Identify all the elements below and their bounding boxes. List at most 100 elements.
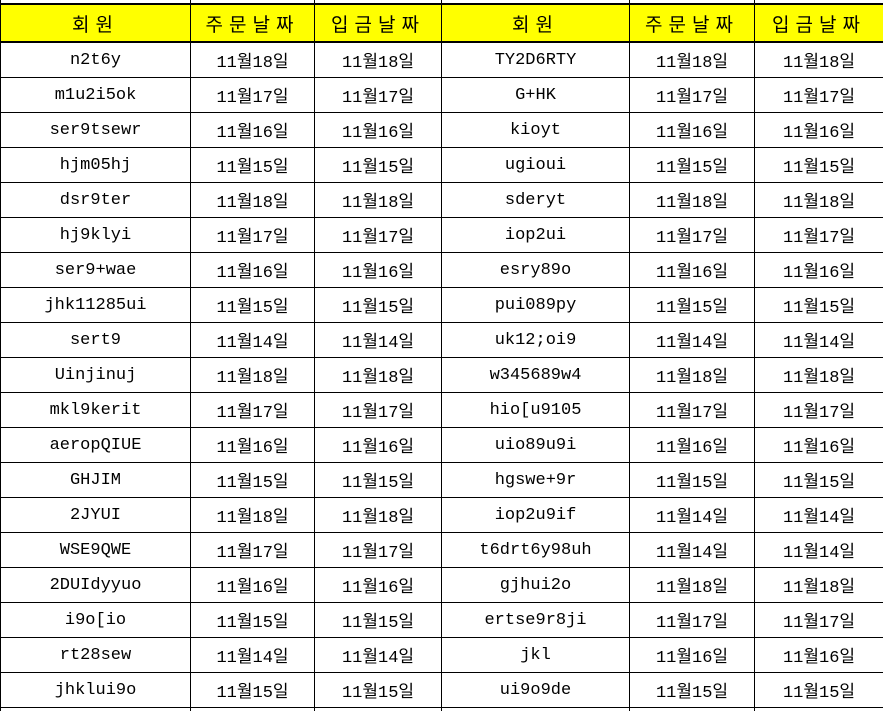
header-cell-member-right[interactable]: 회원 bbox=[441, 3, 630, 43]
order-date-cell[interactable]: 11월14일 bbox=[629, 497, 755, 533]
order-date-cell[interactable]: 11월18일 bbox=[190, 182, 315, 218]
order-date-cell[interactable]: 11월18일 bbox=[629, 41, 755, 78]
order-date-cell[interactable]: 11월16일 bbox=[629, 427, 755, 463]
member-cell[interactable]: m1u2i5ok bbox=[0, 77, 191, 113]
deposit-date-cell[interactable]: 11월16일 bbox=[754, 427, 883, 463]
deposit-date-cell[interactable]: 11월18일 bbox=[314, 497, 442, 533]
member-cell[interactable]: esry89o bbox=[441, 252, 630, 288]
order-date-cell[interactable]: 11월18일 bbox=[190, 497, 315, 533]
order-date-cell[interactable]: 11월16일 bbox=[629, 112, 755, 148]
deposit-date-cell[interactable]: 11월18일 bbox=[314, 357, 442, 393]
order-date-cell[interactable]: 11월18일 bbox=[629, 182, 755, 218]
order-date-cell[interactable]: 11월18일 bbox=[190, 357, 315, 393]
member-cell[interactable]: sert9 bbox=[0, 322, 191, 358]
order-date-cell[interactable]: 11월18일 bbox=[629, 357, 755, 393]
member-cell[interactable]: Uinjinuj bbox=[0, 357, 191, 393]
member-cell[interactable]: G+HK bbox=[441, 77, 630, 113]
clipped-cell[interactable] bbox=[0, 707, 191, 711]
order-date-cell[interactable]: 11월14일 bbox=[629, 532, 755, 568]
deposit-date-cell[interactable]: 11월17일 bbox=[314, 392, 442, 428]
order-date-cell[interactable]: 11월18일 bbox=[629, 567, 755, 603]
member-cell[interactable]: 2DUIdyyuo bbox=[0, 567, 191, 603]
member-cell[interactable]: iop2ui bbox=[441, 217, 630, 253]
order-date-cell[interactable]: 11월15일 bbox=[629, 147, 755, 183]
deposit-date-cell[interactable]: 11월15일 bbox=[754, 672, 883, 708]
deposit-date-cell[interactable]: 11월15일 bbox=[314, 602, 442, 638]
member-cell[interactable]: t6drt6y98uh bbox=[441, 532, 630, 568]
member-cell[interactable]: GHJIM bbox=[0, 462, 191, 498]
header-cell-deposit-left[interactable]: 입금날짜 bbox=[314, 3, 442, 43]
member-cell[interactable]: iop2u9if bbox=[441, 497, 630, 533]
order-date-cell[interactable]: 11월17일 bbox=[629, 77, 755, 113]
member-cell[interactable]: mkl9kerit bbox=[0, 392, 191, 428]
header-cell-order-left[interactable]: 주문날짜 bbox=[190, 3, 315, 43]
deposit-date-cell[interactable]: 11월14일 bbox=[754, 532, 883, 568]
deposit-date-cell[interactable]: 11월16일 bbox=[754, 637, 883, 673]
deposit-date-cell[interactable]: 11월15일 bbox=[754, 287, 883, 323]
member-cell[interactable]: ser9tsewr bbox=[0, 112, 191, 148]
order-date-cell[interactable]: 11월15일 bbox=[629, 672, 755, 708]
deposit-date-cell[interactable]: 11월16일 bbox=[754, 252, 883, 288]
deposit-date-cell[interactable]: 11월14일 bbox=[754, 497, 883, 533]
order-date-cell[interactable]: 11월17일 bbox=[190, 217, 315, 253]
deposit-date-cell[interactable]: 11월16일 bbox=[314, 567, 442, 603]
header-cell-member-left[interactable]: 회원 bbox=[0, 3, 191, 43]
order-date-cell[interactable]: 11월16일 bbox=[190, 112, 315, 148]
deposit-date-cell[interactable]: 11월15일 bbox=[754, 147, 883, 183]
deposit-date-cell[interactable]: 11월16일 bbox=[754, 112, 883, 148]
order-date-cell[interactable]: 11월16일 bbox=[190, 567, 315, 603]
clipped-cell[interactable] bbox=[754, 707, 883, 711]
member-cell[interactable]: gjhui2o bbox=[441, 567, 630, 603]
deposit-date-cell[interactable]: 11월15일 bbox=[314, 462, 442, 498]
order-date-cell[interactable]: 11월17일 bbox=[629, 602, 755, 638]
clipped-cell[interactable] bbox=[441, 707, 630, 711]
order-date-cell[interactable]: 11월15일 bbox=[190, 602, 315, 638]
deposit-date-cell[interactable]: 11월17일 bbox=[314, 532, 442, 568]
member-cell[interactable]: i9o[io bbox=[0, 602, 191, 638]
deposit-date-cell[interactable]: 11월15일 bbox=[754, 462, 883, 498]
member-cell[interactable]: ser9+wae bbox=[0, 252, 191, 288]
order-date-cell[interactable]: 11월16일 bbox=[190, 252, 315, 288]
deposit-date-cell[interactable]: 11월15일 bbox=[314, 672, 442, 708]
order-date-cell[interactable]: 11월17일 bbox=[190, 77, 315, 113]
member-cell[interactable]: hgswe+9r bbox=[441, 462, 630, 498]
order-date-cell[interactable]: 11월15일 bbox=[190, 672, 315, 708]
order-date-cell[interactable]: 11월17일 bbox=[629, 392, 755, 428]
deposit-date-cell[interactable]: 11월14일 bbox=[754, 322, 883, 358]
deposit-date-cell[interactable]: 11월18일 bbox=[754, 182, 883, 218]
member-cell[interactable]: w345689w4 bbox=[441, 357, 630, 393]
member-cell[interactable]: dsr9ter bbox=[0, 182, 191, 218]
order-date-cell[interactable]: 11월16일 bbox=[629, 637, 755, 673]
clipped-cell[interactable] bbox=[190, 707, 315, 711]
member-cell[interactable]: hj9klyi bbox=[0, 217, 191, 253]
deposit-date-cell[interactable]: 11월18일 bbox=[754, 567, 883, 603]
member-cell[interactable]: jhk11285ui bbox=[0, 287, 191, 323]
order-date-cell[interactable]: 11월15일 bbox=[190, 462, 315, 498]
order-date-cell[interactable]: 11월17일 bbox=[190, 532, 315, 568]
deposit-date-cell[interactable]: 11월17일 bbox=[314, 217, 442, 253]
order-date-cell[interactable]: 11월14일 bbox=[190, 322, 315, 358]
header-cell-deposit-right[interactable]: 입금날짜 bbox=[754, 3, 883, 43]
deposit-date-cell[interactable]: 11월14일 bbox=[314, 322, 442, 358]
member-cell[interactable]: rt28sew bbox=[0, 637, 191, 673]
member-cell[interactable]: ui9o9de bbox=[441, 672, 630, 708]
deposit-date-cell[interactable]: 11월16일 bbox=[314, 252, 442, 288]
order-date-cell[interactable]: 11월17일 bbox=[190, 392, 315, 428]
member-cell[interactable]: hjm05hj bbox=[0, 147, 191, 183]
deposit-date-cell[interactable]: 11월18일 bbox=[754, 41, 883, 78]
deposit-date-cell[interactable]: 11월18일 bbox=[754, 357, 883, 393]
order-date-cell[interactable]: 11월17일 bbox=[629, 217, 755, 253]
order-date-cell[interactable]: 11월15일 bbox=[629, 287, 755, 323]
clipped-cell[interactable] bbox=[629, 707, 755, 711]
member-cell[interactable]: sderyt bbox=[441, 182, 630, 218]
member-cell[interactable]: 2JYUI bbox=[0, 497, 191, 533]
member-cell[interactable]: n2t6y bbox=[0, 41, 191, 78]
member-cell[interactable]: jkl bbox=[441, 637, 630, 673]
member-cell[interactable]: hio[u9105 bbox=[441, 392, 630, 428]
deposit-date-cell[interactable]: 11월17일 bbox=[314, 77, 442, 113]
deposit-date-cell[interactable]: 11월17일 bbox=[754, 217, 883, 253]
deposit-date-cell[interactable]: 11월17일 bbox=[754, 77, 883, 113]
member-cell[interactable]: kioyt bbox=[441, 112, 630, 148]
header-cell-order-right[interactable]: 주문날짜 bbox=[629, 3, 755, 43]
deposit-date-cell[interactable]: 11월18일 bbox=[314, 182, 442, 218]
